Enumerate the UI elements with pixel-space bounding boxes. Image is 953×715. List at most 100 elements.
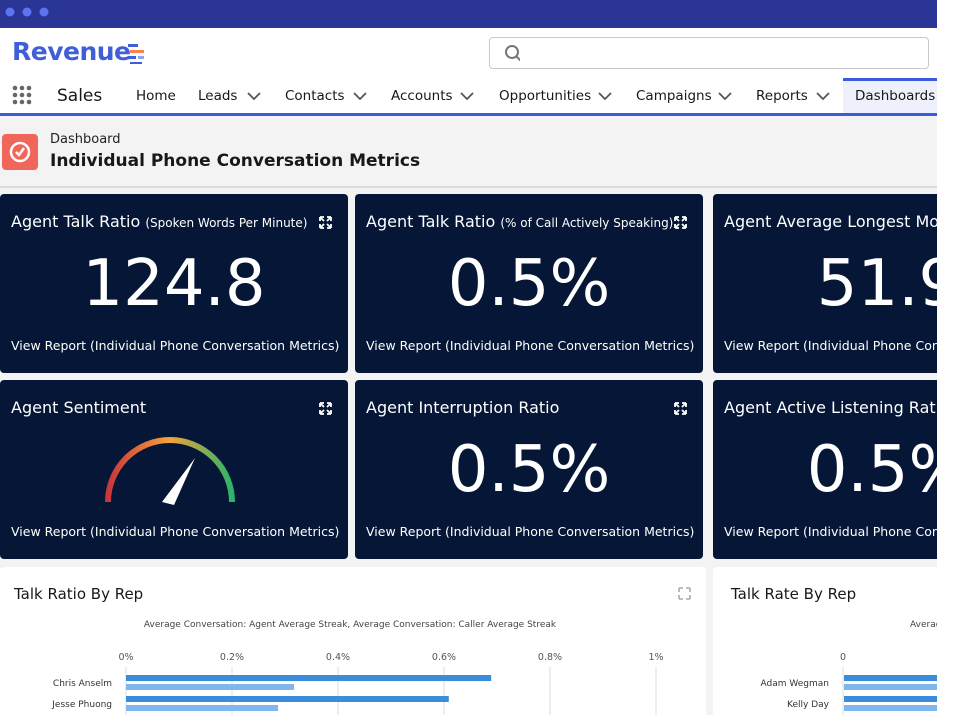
bar — [844, 684, 937, 690]
app-name: Sales — [57, 86, 103, 106]
search-icon — [505, 45, 522, 62]
x-tick-label: 1% — [648, 652, 663, 663]
chevron-path — [718, 92, 732, 101]
report-link[interactable]: View Report (Individual Phone Conversati… — [11, 338, 340, 353]
divider — [0, 186, 937, 188]
card-title: Agent Talk Ratio (Spoken Words Per Minut… — [11, 212, 307, 231]
x-tick-label: 0.8% — [538, 652, 562, 663]
expand-path — [319, 402, 332, 415]
card-title-text: Agent Talk Ratio — [366, 212, 496, 231]
card-title-text: Agent Active Listening Ratio — [724, 398, 937, 417]
metric-value: 51.9 — [816, 247, 937, 321]
nav-item[interactable]: Dashboards — [855, 88, 936, 104]
report-link[interactable]: View Report (Individual Phone Conversati… — [366, 524, 695, 539]
gauge-part — [105, 437, 235, 503]
metric-card: Agent Average Longest Mon 51.9 View Report… — [713, 194, 937, 373]
bar-chart: Average Conversation: Agent Average Stre… — [51, 620, 664, 715]
gauge-part — [162, 458, 195, 505]
bar — [126, 675, 492, 681]
expand-path — [319, 216, 332, 229]
card-title: Agent Sentiment — [11, 398, 146, 417]
metric-card: Agent Talk Ratio (Spoken Words Per Minut… — [0, 194, 348, 373]
nav-item[interactable]: Accounts — [391, 88, 453, 104]
bar — [844, 675, 937, 681]
expand-path — [674, 216, 687, 229]
app-launcher[interactable] — [12, 85, 34, 107]
chevron[interactable] — [597, 90, 613, 102]
nav-item[interactable]: Opportunities — [499, 88, 592, 104]
category-label: Adam Wegman — [761, 679, 829, 689]
chart-subtitle: Averag — [910, 620, 937, 630]
report-link[interactable]: View Report (Individual Phone Conversati… — [724, 524, 937, 539]
bar — [126, 705, 279, 711]
x-tick-label: 0.6% — [432, 652, 456, 663]
category-label: Kelly Day — [787, 700, 830, 710]
x-tick-label: 0% — [118, 652, 133, 663]
nav-item[interactable]: Reports — [756, 88, 808, 104]
card-title: Agent Active Listening Ratio — [724, 398, 937, 417]
card-title-text: Agent Sentiment — [11, 398, 147, 417]
search-box[interactable] — [489, 37, 929, 69]
report-link[interactable]: View Report (Individual Phone Conversati… — [724, 338, 937, 353]
chevron-path — [598, 92, 612, 101]
bar — [126, 684, 295, 690]
gauge — [105, 437, 235, 505]
nav-item[interactable]: Campaigns — [636, 88, 712, 104]
category-label: Jesse Phuong — [51, 700, 112, 710]
title-bar — [0, 0, 937, 28]
logo: Revenue — [12, 37, 131, 66]
card-title: Agent Interruption Ratio — [366, 398, 559, 417]
card-title-text: Agent Talk Ratio — [11, 212, 141, 231]
expand-icon[interactable] — [319, 402, 332, 415]
bar — [844, 705, 937, 711]
chevron[interactable] — [246, 90, 262, 102]
chevron[interactable] — [717, 90, 733, 102]
chevron-path — [816, 92, 830, 101]
x-tick-label: 0.2% — [220, 652, 244, 663]
bar-chart: Averag 0 Adam Wegman Kelly Day — [761, 620, 937, 715]
chevron-path — [247, 92, 261, 101]
metric-value: 0.5% — [447, 247, 611, 321]
nav-item[interactable]: Home — [136, 88, 176, 104]
metric-card: Agent Sentiment View Report (Individual P… — [0, 380, 348, 559]
card-title: Agent Talk Ratio (% of Call Actively Spe… — [366, 212, 673, 231]
chevron[interactable] — [815, 90, 831, 102]
expand-icon[interactable] — [319, 216, 332, 229]
chart-title: Talk Rate By Rep — [731, 585, 857, 603]
chevron-path — [353, 92, 367, 101]
metric-card: Agent Active Listening Ratio 0.5% View Rep… — [713, 380, 937, 559]
card-subtitle: (% of Call Actively Speaking) — [500, 216, 674, 230]
card-title: Agent Average Longest Mon — [724, 212, 937, 231]
page-title: Individual Phone Conversation Metrics — [50, 151, 421, 171]
active-tab — [843, 78, 937, 113]
chart-subtitle: Average Conversation: Agent Average Stre… — [144, 620, 557, 630]
metric-value: 0.5% — [447, 433, 611, 507]
chevron[interactable] — [459, 90, 475, 102]
logo-icon — [128, 44, 144, 64]
expand-path — [674, 402, 687, 415]
chart-panel: Talk Ratio By Rep Average Conversation: … — [0, 567, 706, 715]
expand-icon[interactable] — [678, 587, 691, 600]
expand-icon[interactable] — [674, 216, 687, 229]
expand-icon[interactable] — [674, 402, 687, 415]
category-label: Chris Anselm — [53, 679, 112, 689]
card-title-text: Agent Interruption Ratio — [366, 398, 560, 417]
report-link[interactable]: View Report (Individual Phone Conversati… — [366, 338, 695, 353]
nav-item[interactable]: Leads — [198, 88, 238, 104]
x-tick-label: 0.4% — [326, 652, 350, 663]
report-link[interactable]: View Report (Individual Phone Conversati… — [11, 524, 340, 539]
metric-value: 0.5% — [806, 433, 937, 507]
chart-panel: Talk Rate By Rep Averag 0 Adam Wegman Ke… — [713, 567, 937, 715]
card-title-text: Agent Average Longest Mon — [724, 212, 937, 231]
window-dots — [5, 7, 49, 17]
metric-card: Agent Talk Ratio (% of Call Actively Spe… — [355, 194, 703, 373]
nav-item[interactable]: Contacts — [285, 88, 345, 104]
metric-value: 124.8 — [82, 247, 266, 321]
metric-card: Agent Interruption Ratio 0.5% View Report … — [355, 380, 703, 559]
x-tick-label: 0 — [840, 652, 846, 663]
card-subtitle: (Spoken Words Per Minute) — [145, 216, 308, 230]
chevron[interactable] — [352, 90, 368, 102]
dashboard-icon — [2, 134, 38, 170]
